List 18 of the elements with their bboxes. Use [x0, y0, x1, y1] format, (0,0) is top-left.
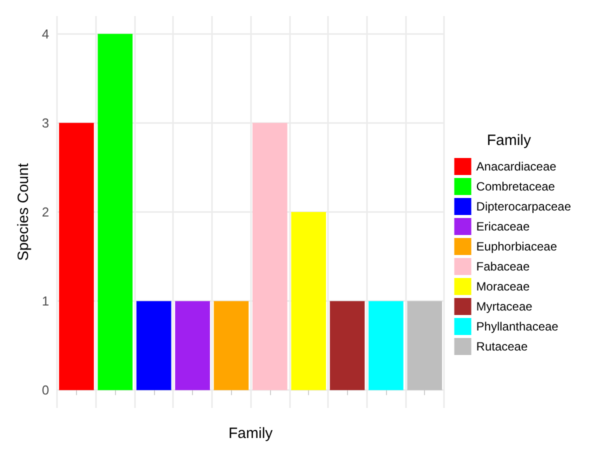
legend-label: Ericaceae [476, 220, 530, 234]
legend-label: Moraceae [476, 280, 530, 294]
legend-label: Myrtaceae [476, 300, 533, 314]
legend-label: Combretaceae [476, 180, 556, 194]
y-tick-label: 2 [42, 204, 50, 220]
legend-label: Rutaceae [476, 340, 528, 354]
legend-label: Anacardiaceae [476, 160, 557, 174]
y-tick-label: 1 [42, 294, 50, 309]
y-tick-label: 3 [42, 115, 50, 130]
legend-label: Fabaceae [476, 260, 530, 274]
x-axis-title: Family [228, 425, 274, 442]
legend-label: Dipterocarpaceae [476, 200, 572, 214]
legend-label: Phyllanthaceae [476, 320, 559, 334]
y-axis-title: Species Count [15, 162, 32, 261]
legend-title: Family [486, 132, 532, 149]
legend-label: Euphorbiaceae [476, 240, 558, 254]
y-tick-label: 0 [42, 382, 50, 398]
y-tick-label: 4 [42, 26, 50, 42]
